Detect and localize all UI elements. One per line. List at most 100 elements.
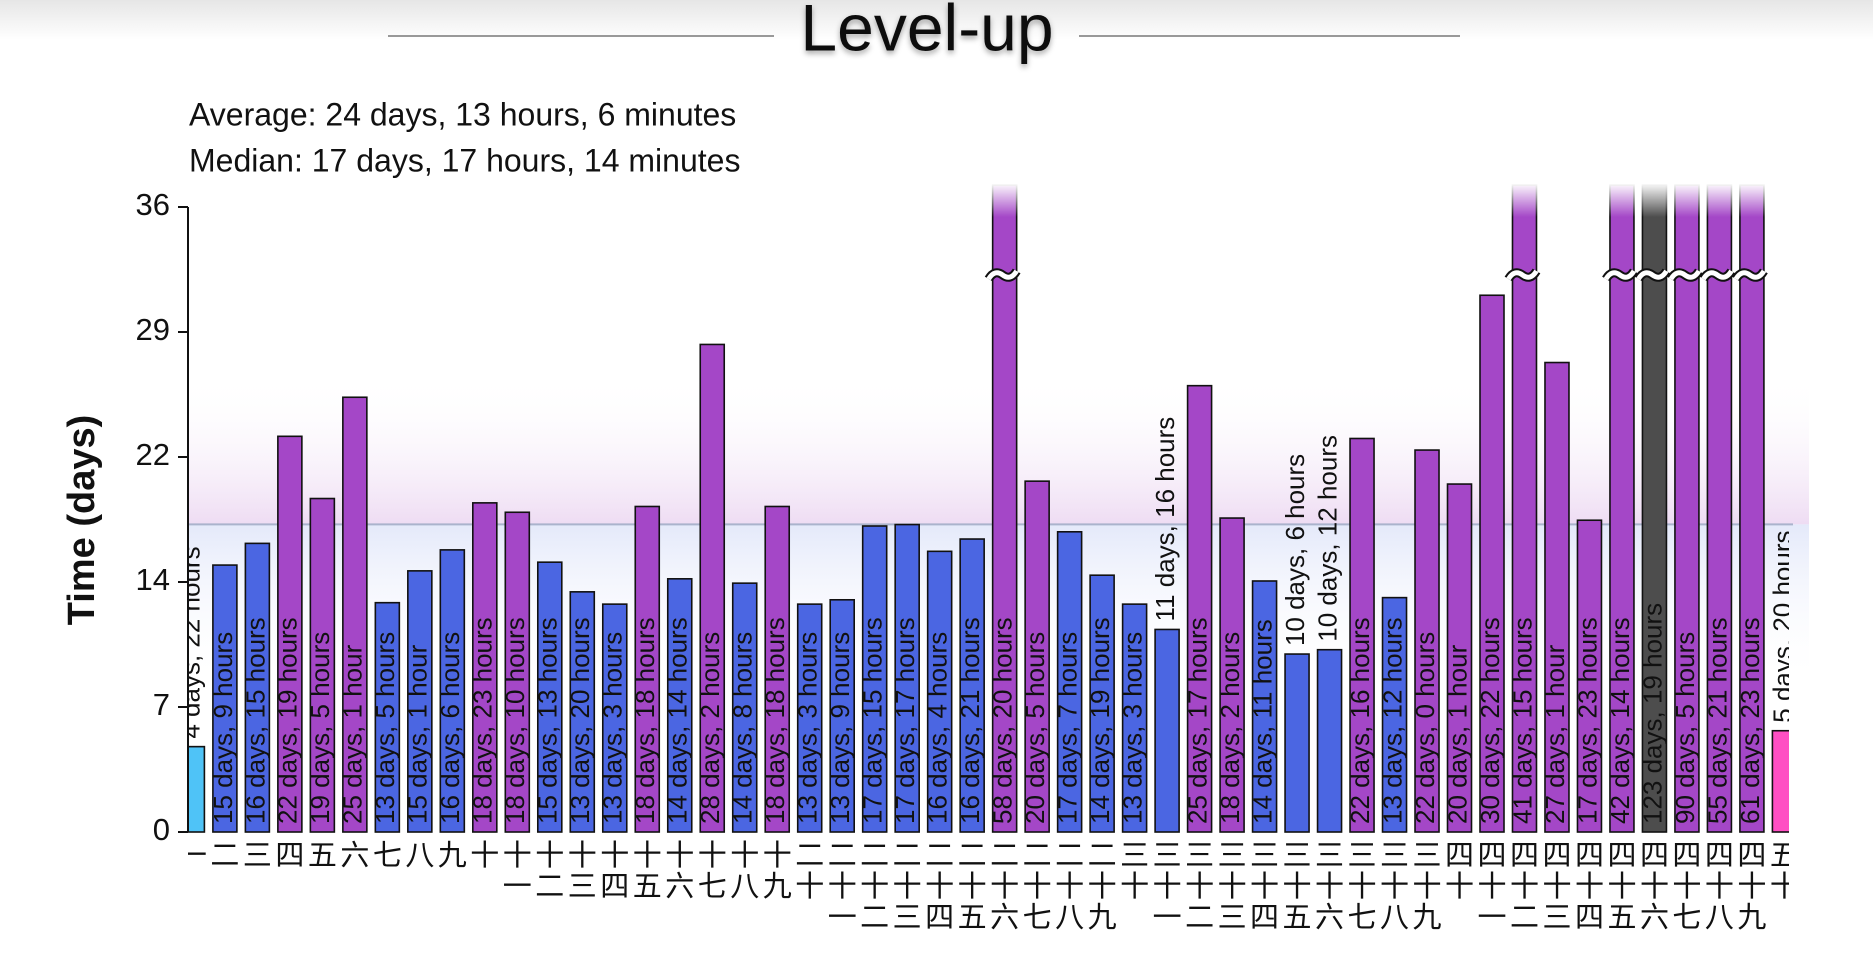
x-tick-label: 三	[243, 840, 272, 872]
value-label: 13 days, 12 hours	[1377, 617, 1407, 824]
y-tick-label: 7	[153, 687, 170, 722]
value-label: 13 days, 9 hours	[825, 632, 855, 824]
x-tick-label: 二十一	[828, 840, 857, 934]
value-label: 15 days, 1 hour	[403, 644, 433, 824]
value-label: 14 days, 14 hours	[663, 617, 693, 824]
x-tick-label: 三十六	[1315, 840, 1344, 934]
value-label: 14 days, 19 hours	[1085, 617, 1115, 824]
chart-title: Level-up	[800, 0, 1053, 64]
x-tick-label: 四十七	[1672, 840, 1701, 934]
value-label: 41 days, 15 hours	[1507, 617, 1537, 824]
x-tick-label: 二十	[795, 840, 824, 903]
value-label: 123 days, 19 hours	[1637, 603, 1667, 824]
bar	[374, 601, 401, 833]
value-label: 14 days, 8 hours	[728, 632, 758, 824]
value-label: 13 days, 3 hours	[793, 632, 823, 824]
value-label: 13 days, 3 hours	[598, 632, 628, 824]
axes: 0 7 14 22 29 36	[136, 187, 189, 847]
bar-fade	[1510, 183, 1539, 217]
bar	[1349, 437, 1375, 833]
bar	[1576, 519, 1603, 833]
y-tick-label: 22	[136, 437, 170, 472]
x-tick-label: 二十九	[1088, 840, 1117, 934]
x-tick-label: 二十五	[958, 840, 987, 934]
break-mark	[1668, 269, 1702, 281]
x-tick-label: 三十一	[1153, 840, 1182, 934]
x-tick-label: 四十一	[1477, 840, 1506, 934]
x-tick-label: 二	[210, 840, 239, 872]
x-tick-label: 十	[470, 839, 499, 872]
value-label: 18 days, 18 hours	[760, 617, 790, 824]
bar-fade	[1705, 183, 1734, 217]
x-tick-label: 五	[308, 840, 337, 872]
x-tick-label: 五十	[1770, 840, 1799, 903]
value-label: 61 days, 23 hours	[1735, 617, 1765, 824]
x-tick-label: 二十二	[860, 840, 889, 934]
bar	[1511, 184, 1538, 833]
bar	[439, 549, 466, 833]
value-label: 16 days, 4 hours	[923, 632, 953, 824]
bar	[472, 502, 498, 833]
value-label: 22 days, 19 hours	[273, 617, 303, 824]
value-label: 13 days, 20 hours	[565, 617, 595, 824]
bar	[1154, 628, 1180, 833]
y-tick-label: 0	[153, 812, 170, 847]
x-tick-label: 十四	[600, 839, 629, 903]
y-axis-title: Time (days)	[61, 415, 103, 625]
break-mark	[1506, 269, 1539, 281]
value-label: 58 days, 20 hours	[988, 617, 1018, 824]
value-label: 4 days, 22 hours	[175, 546, 205, 738]
x-tick-label: 一	[178, 840, 207, 872]
bar	[894, 523, 920, 833]
x-tick-label: 二十七	[1023, 840, 1052, 934]
x-tick-label: 四十四	[1575, 840, 1604, 934]
x-tick-label: 三十五	[1283, 840, 1312, 934]
x-tick-label: 四十二	[1510, 840, 1539, 934]
value-label: 22 days, 0 hours	[1410, 632, 1440, 824]
value-label: 20 days, 1 hour	[1442, 644, 1472, 824]
break-mark	[1603, 269, 1637, 281]
value-label: 13 days, 5 hours	[370, 632, 400, 824]
bar	[1706, 184, 1733, 833]
bar	[1284, 653, 1310, 833]
x-tick-label: 十八	[730, 839, 759, 903]
x-tick-label: 三十七	[1348, 840, 1377, 934]
bar	[634, 505, 661, 833]
break-mark	[1733, 269, 1767, 281]
value-label: 15 days, 13 hours	[533, 617, 563, 824]
bar	[1381, 596, 1408, 833]
bar-fade	[990, 183, 1019, 217]
x-tick-label: 三十八	[1380, 840, 1409, 934]
value-label: 10 days, 6 hours	[1280, 454, 1310, 646]
x-tick-label: 三十二	[1185, 840, 1214, 934]
value-label: 13 days, 3 hours	[1117, 632, 1147, 824]
value-label: 18 days, 2 hours	[1215, 632, 1245, 824]
value-label: 16 days, 15 hours	[240, 617, 270, 824]
bar	[991, 184, 1018, 833]
x-tick-label: 十一	[503, 839, 532, 903]
value-label: 18 days, 23 hours	[468, 617, 498, 824]
value-label: 17 days, 23 hours	[1572, 617, 1602, 824]
bar-fade	[1640, 183, 1669, 217]
bar	[1609, 184, 1635, 833]
bar	[959, 538, 985, 833]
x-tick-label: 二十四	[925, 840, 954, 934]
x-tick-label: 四十六	[1640, 840, 1669, 934]
value-label: 25 days, 17 hours	[1182, 617, 1212, 824]
value-label: 30 days, 22 hours	[1475, 617, 1505, 824]
value-label: 10 days, 12 hours	[1312, 435, 1342, 642]
bar	[1121, 603, 1148, 833]
value-label: 11 days, 16 hours	[1150, 417, 1180, 622]
x-tick-label: 三十九	[1413, 840, 1442, 934]
x-tick-label: 二十八	[1055, 840, 1084, 934]
bar	[1674, 184, 1700, 833]
value-label: 28 days, 2 hours	[695, 632, 725, 824]
bar	[666, 578, 693, 833]
bar	[1739, 184, 1765, 833]
x-tick-label: 三十三	[1218, 840, 1247, 934]
x-tick-label: 十七	[698, 839, 727, 903]
y-tick-label: 36	[136, 187, 170, 222]
bar	[1089, 574, 1115, 833]
